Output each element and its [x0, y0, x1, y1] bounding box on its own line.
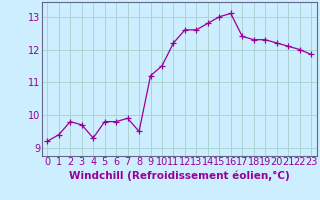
X-axis label: Windchill (Refroidissement éolien,°C): Windchill (Refroidissement éolien,°C): [69, 170, 290, 181]
